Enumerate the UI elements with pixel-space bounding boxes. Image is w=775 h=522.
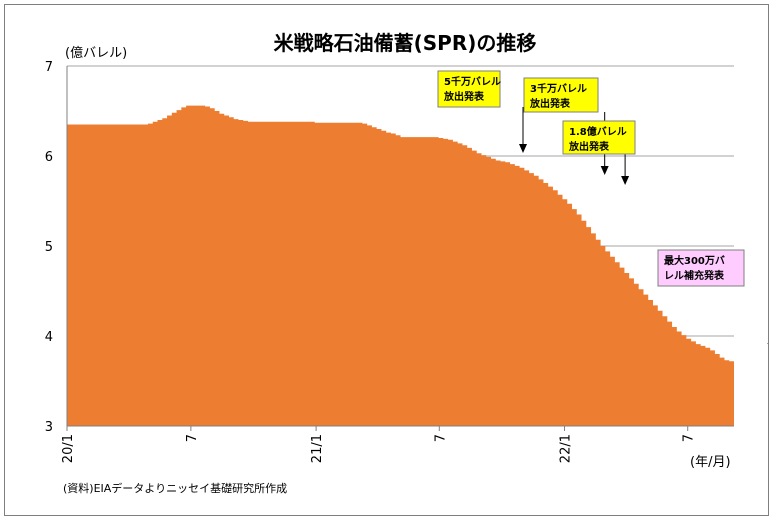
y-tick-label-7: 7 xyxy=(45,60,53,75)
y-tick-label-4: 4 xyxy=(45,330,53,345)
annotation-arrow-head xyxy=(621,176,630,185)
annotation-box xyxy=(437,70,501,108)
annotation-box xyxy=(562,120,636,155)
annotations: 5千万バレル放出発表3千万バレル放出発表1.8億バレル放出発表最大300万バレル… xyxy=(437,70,768,345)
annotation-arrow-head xyxy=(519,144,528,153)
y-tick-label-5: 5 xyxy=(45,240,53,255)
y-tick-label-6: 6 xyxy=(45,150,53,165)
x-tick-label: 21/1 xyxy=(310,434,325,463)
spr-area-chart: 米戦略石油備蓄(SPR)の推移 (億バレル) (年/月) (資料)EIAデータよ… xyxy=(45,31,768,495)
annotation-arrow-head xyxy=(600,166,609,175)
annotation-box xyxy=(657,249,745,287)
x-tick-label: 7 xyxy=(682,434,697,442)
x-tick-label: 7 xyxy=(185,434,200,442)
annotation-text: 放出発表 xyxy=(443,90,485,103)
annotation-text: 放出発表 xyxy=(568,140,610,153)
annotation-text: 放出発表 xyxy=(529,97,571,110)
x-tick-label: 22/1 xyxy=(559,434,574,463)
annotation-text: 1.8億バレル xyxy=(569,125,627,138)
annotation-text: レル補充発表 xyxy=(664,269,725,282)
annotation-text: 3千万バレル xyxy=(530,82,587,95)
x-tick-labels: 20/1 7 21/1 7 22/1 7 xyxy=(61,426,697,463)
source-note: (資料)EIAデータよりニッセイ基礎研究所作成 xyxy=(63,481,287,495)
y-axis-unit-label: (億バレル) xyxy=(65,45,127,61)
y-tick-labels: 3 4 5 6 7 xyxy=(45,60,53,435)
annotation-arrow-head xyxy=(767,343,768,345)
annotation-text: 最大300万バ xyxy=(664,254,725,267)
spr-area-series xyxy=(67,105,734,426)
axes xyxy=(66,66,734,427)
y-tick-label-3: 3 xyxy=(45,420,53,435)
x-tick-label: 7 xyxy=(433,434,448,442)
chart-title: 米戦略石油備蓄(SPR)の推移 xyxy=(274,31,537,55)
x-tick-label: 20/1 xyxy=(61,434,76,463)
chart-frame: 米戦略石油備蓄(SPR)の推移 (億バレル) (年/月) (資料)EIAデータよ… xyxy=(4,4,769,516)
annotation-box xyxy=(523,77,599,113)
x-axis-unit-label: (年/月) xyxy=(690,455,731,470)
annotation-text: 5千万バレル xyxy=(444,75,501,88)
